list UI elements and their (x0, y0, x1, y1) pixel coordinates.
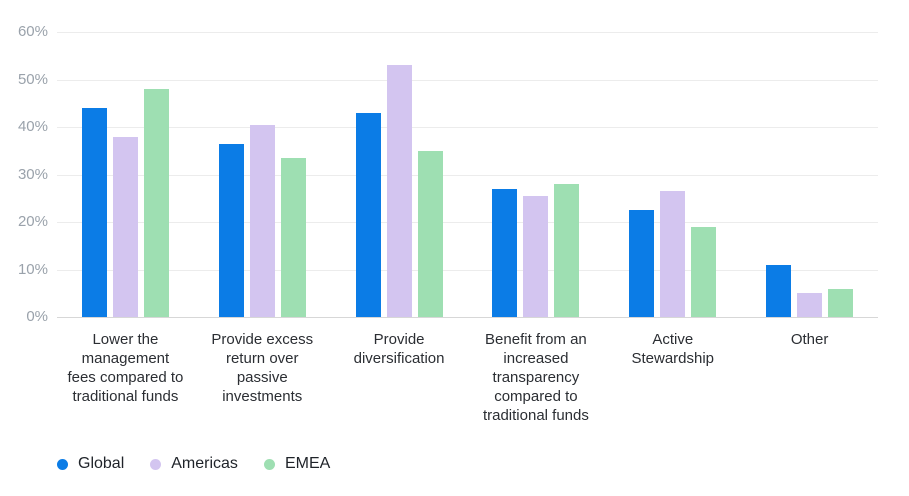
gridline (57, 32, 878, 33)
x-category-label: Provide excess return over passive inves… (211, 331, 314, 405)
y-tick-label: 40% (17, 118, 48, 135)
bar-americas-cat4[interactable] (523, 195, 549, 317)
bar-global-cat1[interactable] (81, 108, 107, 317)
bar-global-cat2[interactable] (218, 143, 244, 317)
x-category-label: Benefit from an increased transparency c… (482, 331, 589, 424)
x-category-label: Provide diversification (353, 331, 445, 367)
legend-dot-icon (150, 458, 162, 470)
gridline (57, 79, 878, 81)
x-axis-line (57, 317, 878, 318)
bar-americas-cat1[interactable] (112, 136, 138, 317)
bar-emea-cat3[interactable] (417, 150, 443, 317)
bar-emea-cat6[interactable] (828, 288, 854, 317)
legend-dot-icon (57, 458, 68, 470)
gridline (57, 127, 878, 128)
bar-americas-cat2[interactable] (249, 124, 275, 317)
gridline (57, 222, 878, 223)
x-category-label: Other (790, 331, 829, 348)
gridline (57, 269, 878, 271)
bar-emea-cat2[interactable] (280, 157, 306, 317)
bar-emea-cat5[interactable] (691, 226, 717, 317)
gridline (57, 174, 878, 176)
y-tick-label: 30% (17, 165, 48, 183)
y-tick-label: 50% (17, 70, 48, 88)
bar-emea-cat1[interactable] (143, 89, 169, 317)
bar-global-cat4[interactable] (492, 188, 518, 317)
bar-global-cat3[interactable] (355, 112, 381, 317)
legend-label: Global (78, 455, 125, 472)
bar-americas-cat3[interactable] (386, 65, 412, 317)
y-tick-label: 20% (17, 213, 48, 230)
legend: Global Americas EMEA (57, 454, 330, 474)
legend-label: Americas (171, 455, 238, 472)
bar-global-cat5[interactable] (629, 210, 655, 317)
legend-item-americas[interactable]: Americas (150, 454, 238, 474)
y-tick-label: 60% (17, 23, 48, 40)
bar-global-cat6[interactable] (766, 264, 792, 317)
x-category-label: Active Stewardship (631, 331, 715, 367)
x-category-label: Lower the management fees compared to tr… (67, 331, 184, 405)
legend-item-global[interactable]: Global (57, 454, 124, 474)
bar-americas-cat5[interactable] (660, 191, 686, 317)
y-tick-label: 0% (26, 308, 48, 325)
y-tick-label: 10% (17, 260, 48, 278)
bar-emea-cat4[interactable] (554, 184, 580, 317)
legend-dot-icon (263, 458, 275, 470)
legend-label: EMEA (284, 455, 331, 472)
legend-item-emea[interactable]: EMEA (263, 454, 331, 474)
bar-americas-cat6[interactable] (797, 293, 823, 317)
